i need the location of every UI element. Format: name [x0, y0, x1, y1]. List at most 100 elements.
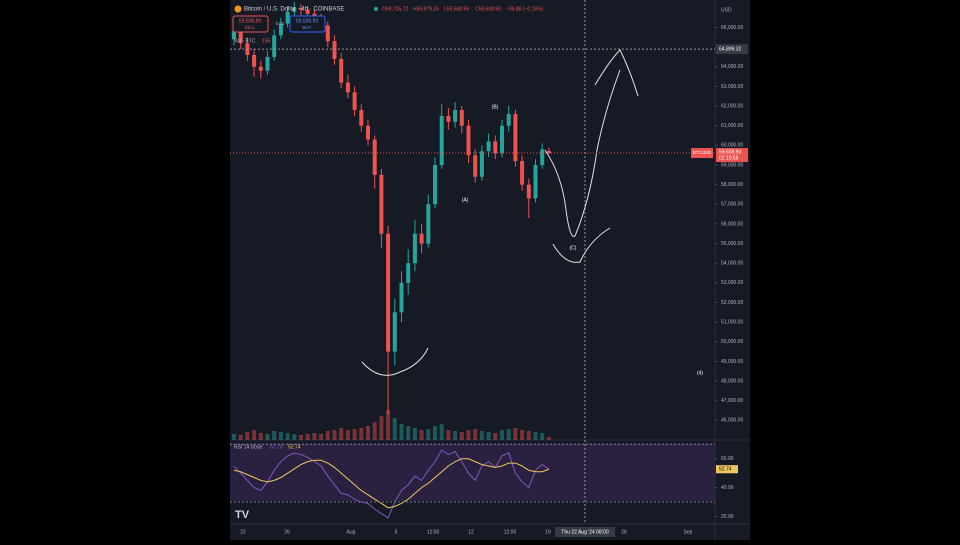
candle-body	[278, 23, 283, 36]
rsi-band	[230, 443, 715, 501]
buy-price[interactable]: 59,608.90	[296, 18, 318, 24]
buy-label[interactable]: BUY	[302, 25, 311, 30]
volume-bar	[406, 426, 411, 440]
y-tick-label: 60,000.00	[721, 143, 743, 149]
logo: TV	[235, 509, 250, 521]
rsi-line	[233, 449, 550, 519]
symbol: BTCUSD	[693, 150, 712, 155]
x-tick-label: 26	[621, 529, 627, 535]
volume-bar	[379, 416, 384, 440]
annotation: (C)	[570, 245, 577, 251]
x-tick-label: 12:00	[427, 529, 440, 535]
x-tick-label: 22	[240, 529, 246, 535]
candle-body	[453, 110, 458, 122]
volume-bar	[272, 431, 277, 440]
volume-bar	[345, 430, 350, 440]
y-tick-label: 57,000.00	[721, 202, 743, 208]
rsi-label: RSI 14 close	[234, 444, 263, 450]
y-tick-label: 49,000.00	[721, 359, 743, 365]
volume-bar	[305, 434, 310, 440]
spread: 0.01	[276, 21, 285, 26]
volume-bar	[446, 430, 451, 440]
crosshair-time-box	[555, 527, 615, 537]
volume-bar	[506, 429, 511, 440]
volume-bar	[245, 432, 250, 440]
candle-body	[533, 165, 538, 199]
rsi-ma-line	[233, 458, 550, 509]
price-label-box	[716, 148, 748, 163]
candle-body	[352, 92, 357, 110]
volume-bar	[238, 435, 243, 440]
ohlc-value: L59,568.59	[444, 6, 469, 12]
coin-icon	[234, 5, 242, 13]
candle-body	[506, 113, 511, 126]
candle-body	[500, 125, 504, 154]
y-tick-label: 58,000.00	[721, 182, 743, 188]
buy-button[interactable]	[289, 15, 326, 33]
y-tick-label: 54,000.00	[721, 261, 743, 267]
volume-bar	[399, 424, 404, 440]
sell-label[interactable]: SELL	[244, 25, 256, 30]
volume-bar	[419, 430, 424, 440]
y-tick-label: 59,000.00	[721, 162, 743, 168]
volume-bar	[486, 432, 491, 440]
drawings	[361, 49, 639, 376]
countdown: 02:19:58	[719, 155, 739, 161]
ohlc-value: O59,715.72	[382, 6, 408, 12]
volume-bar	[500, 430, 504, 440]
y-tick-label: 66,000.00	[721, 25, 743, 31]
candle-body	[359, 110, 364, 126]
volume-bar	[232, 434, 236, 440]
drawing-curve	[552, 227, 611, 263]
y-tick-label: 48,000.00	[721, 378, 743, 384]
volume-bar	[359, 428, 364, 440]
sell-price[interactable]: 59,608.89	[239, 18, 261, 24]
volume-bar	[386, 410, 391, 440]
volume-bar	[433, 426, 437, 440]
y-tick-label: 50,000.00	[721, 339, 743, 345]
status-dot	[374, 7, 378, 11]
candle-body	[392, 312, 397, 352]
candle-body	[238, 31, 243, 44]
candle-body	[399, 282, 404, 313]
x-tick-label: Thu 22 Aug '24 08:00	[561, 529, 609, 535]
candle-body	[366, 125, 370, 140]
sell-button[interactable]	[232, 15, 269, 33]
candle-body	[446, 115, 451, 122]
candle-body	[493, 141, 498, 154]
x-tick-label: 26	[284, 529, 290, 535]
x-tick-label: 19	[545, 529, 551, 535]
candle-body	[540, 149, 545, 165]
x-tick-label: 5	[395, 529, 398, 535]
candle-body	[272, 35, 277, 57]
candle-body	[520, 161, 525, 185]
volume-bar	[426, 429, 431, 440]
rsi-tick-label: 40.00	[721, 485, 734, 491]
volume-bar	[252, 430, 257, 440]
volume-label: Vol · BTC	[234, 38, 256, 44]
last-price: 59,608.90	[719, 149, 741, 155]
volume-bar	[339, 428, 344, 440]
candle-body	[339, 58, 344, 83]
candle-body	[513, 113, 518, 162]
volume-bar	[372, 422, 377, 440]
rsi-ma-box	[716, 465, 738, 474]
x-tick-label: Aug	[347, 529, 356, 535]
volume-bar	[513, 428, 518, 440]
y-tick-label: 51,000.00	[721, 319, 743, 325]
candle-body	[439, 115, 444, 165]
candle-body	[252, 55, 257, 67]
candle-body	[546, 150, 551, 154]
volume-bar	[278, 432, 283, 440]
y-tick-label: 53,000.00	[721, 280, 743, 286]
candle-body	[473, 155, 478, 177]
currency: USD	[721, 7, 732, 13]
rsi-value: 52.79	[270, 444, 283, 450]
volume-bar	[258, 433, 263, 440]
drawing-curve	[361, 347, 429, 376]
y-tick-label: 63,000.00	[721, 84, 743, 90]
volume-bar	[473, 429, 478, 440]
volume-bar	[332, 430, 337, 440]
